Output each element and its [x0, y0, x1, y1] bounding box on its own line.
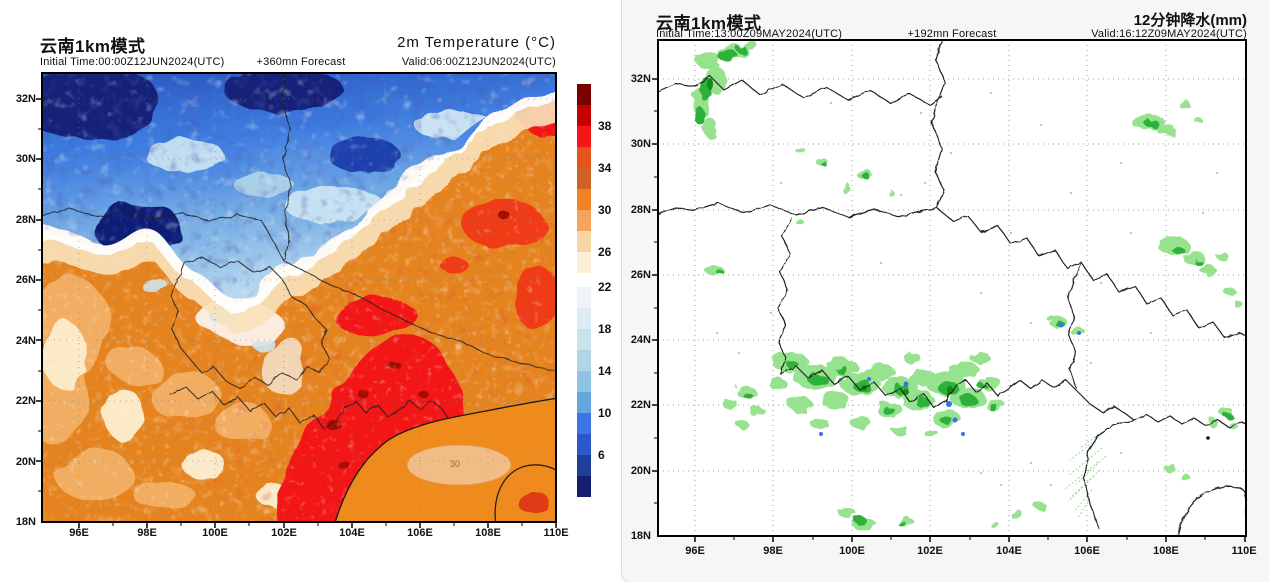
colorbar-segment	[577, 434, 591, 455]
y-tick: 24N	[15, 335, 36, 347]
left-valid-time: Valid:06:00Z12JUN2024(UTC)	[401, 56, 556, 68]
colorbar-segment	[577, 252, 591, 273]
left-model-title: 云南1km模式	[40, 37, 146, 56]
x-tick: 100E	[839, 545, 865, 557]
colorbar-label: 22	[598, 280, 612, 294]
colorbar-label: 38	[598, 119, 612, 133]
temperature-panel: 云南1km模式 2m Temperature (°C) Initial Time…	[0, 0, 621, 582]
y-tick: 24N	[630, 334, 651, 346]
sea-contour-label: 30	[450, 459, 460, 469]
small-island-dot	[1206, 436, 1210, 440]
right-model-title: 云南1km模式	[656, 14, 762, 33]
colorbar-segment	[577, 371, 591, 392]
left-product-title: 2m Temperature (°C)	[397, 34, 556, 51]
precip-specks	[716, 92, 1218, 486]
x-tick: 108E	[1153, 545, 1179, 557]
sea-area: 30	[334, 397, 556, 522]
x-tick: 96E	[685, 545, 705, 557]
y-tick: 26N	[15, 274, 36, 286]
colorbar-segment	[577, 308, 591, 329]
colorbar-segment	[577, 210, 591, 231]
colorbar-label: 6	[598, 448, 605, 462]
colorbar-label: 10	[598, 406, 612, 420]
x-tick: 110E	[543, 527, 569, 539]
temperature-map-image: 30	[36, 72, 557, 528]
colorbar-segment	[577, 455, 591, 476]
x-tick: 104E	[996, 545, 1022, 557]
colorbar-segment	[577, 231, 591, 252]
x-tick: 106E	[1074, 545, 1100, 557]
y-tick: 30N	[15, 153, 36, 165]
colorbar-segment	[577, 126, 591, 147]
precipitation-map-image	[652, 39, 1247, 542]
x-tick: 102E	[271, 527, 297, 539]
y-tick: 18N	[15, 516, 36, 528]
temperature-field: 30	[42, 73, 556, 522]
x-tick: 106E	[407, 527, 433, 539]
y-tick: 28N	[15, 214, 36, 226]
colorbar-segment	[577, 287, 591, 308]
temperature-colorbar: 38 34 30 26 22 18 14 10 6	[577, 0, 637, 582]
x-tick: 100E	[202, 527, 228, 539]
right-initial-time: Initial Time:13:00Z09MAY2024(UTC)	[656, 28, 843, 40]
colorbar-label: 30	[598, 203, 612, 217]
x-tick: 104E	[339, 527, 365, 539]
colorbar-label: 34	[598, 161, 612, 175]
colorbar-segment	[577, 413, 591, 434]
colorbar-segment	[577, 329, 591, 350]
x-tick: 98E	[137, 527, 157, 539]
colorbar-segment	[577, 84, 591, 105]
y-tick: 26N	[630, 269, 651, 281]
right-valid-time: Valid:16:12Z09MAY2024(UTC)	[1091, 28, 1247, 40]
colorbar-label: 26	[598, 245, 612, 259]
colorbar-label: 18	[598, 322, 612, 336]
right-forecast-lead: +192mn Forecast	[907, 28, 997, 40]
x-tick: 96E	[69, 527, 89, 539]
colorbar-segment	[577, 105, 591, 126]
y-tick: 32N	[630, 73, 651, 85]
y-tick: 20N	[630, 465, 651, 477]
y-tick: 28N	[630, 204, 651, 216]
colorbar-segment	[577, 392, 591, 413]
y-tick: 22N	[630, 399, 651, 411]
x-tick: 110E	[1231, 545, 1257, 557]
x-tick: 98E	[763, 545, 783, 557]
left-forecast-lead: +360mn Forecast	[256, 56, 346, 68]
colorbar-segment	[577, 168, 591, 189]
y-tick: 18N	[630, 530, 651, 542]
province-boundaries	[658, 40, 1246, 536]
precip-medium	[695, 46, 1232, 527]
precipitation-panel: 云南1km模式 12分钟降水(mm) Initial Time:13:00Z09…	[621, 0, 1269, 582]
y-tick: 20N	[15, 456, 36, 468]
right-product-title: 12分钟降水(mm)	[1133, 12, 1247, 29]
province-boundaries	[42, 73, 556, 450]
x-tick: 102E	[917, 545, 943, 557]
x-tick: 108E	[475, 527, 501, 539]
left-initial-time: Initial Time:00:00Z12JUN2024(UTC)	[40, 56, 225, 68]
colorbar-segment	[577, 189, 591, 210]
y-tick: 30N	[630, 138, 651, 150]
colorbar-segment	[577, 147, 591, 168]
y-tick: 32N	[15, 93, 36, 105]
colorbar-segment	[577, 350, 591, 371]
colorbar-segment	[577, 476, 591, 497]
map-frame	[36, 72, 557, 528]
map-frame	[652, 39, 1247, 542]
precip-heavy	[819, 322, 1081, 436]
y-tick: 22N	[15, 395, 36, 407]
colorbar-label: 14	[598, 364, 612, 378]
